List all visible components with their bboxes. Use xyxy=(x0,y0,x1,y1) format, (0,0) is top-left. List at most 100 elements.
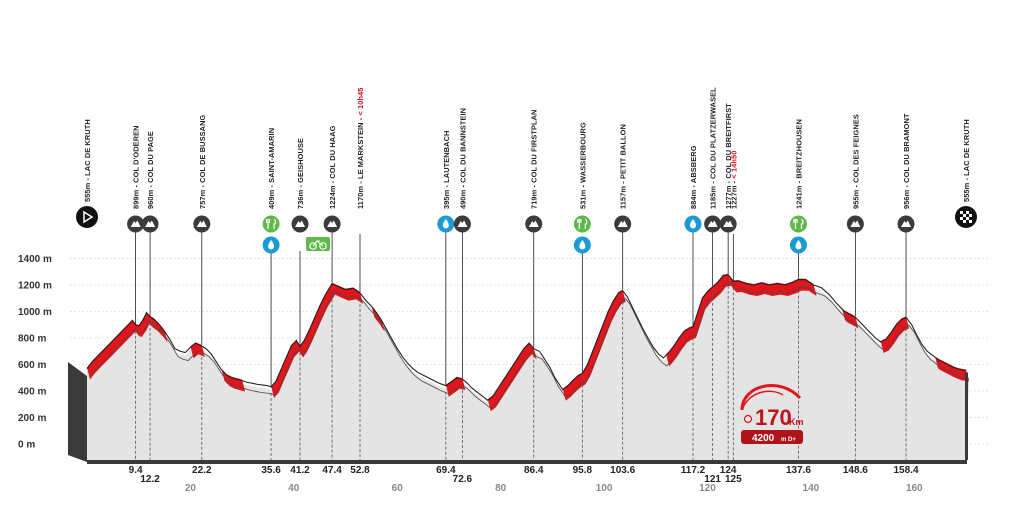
waypoint-label: 719m - COL DU FIRSTPLAN xyxy=(530,110,539,210)
waypoint-name: 409m - SAINT-AMARIN xyxy=(267,128,276,209)
mountain-icon xyxy=(850,220,861,227)
bike-marker xyxy=(306,237,331,251)
waypoint-name: 555m - LAC DE KRUTH xyxy=(83,119,92,202)
axis-labels: 0 m 200 m 400 m 600 m 800 m 1000 m 1200 m 1400 … xyxy=(18,254,923,494)
badge-distance-unit: Km xyxy=(789,417,804,427)
checkered-flag-icon xyxy=(966,211,969,214)
waypoint-name: 899m - COL D'ODEREN xyxy=(132,125,141,209)
y-tick-label: 1200 m xyxy=(18,281,52,292)
waypoint-label: 757m - COL DE BUSSANG xyxy=(198,114,207,209)
cutlery-icon xyxy=(265,218,277,229)
waypoint-name: 955m - COL DES FEIGNES xyxy=(851,114,860,209)
mountain-icon xyxy=(130,220,141,227)
summit-marker xyxy=(127,215,145,233)
waypoint-label: 884m - ABSBERG xyxy=(689,145,698,209)
badge-gain-bg xyxy=(741,430,803,444)
y-tick-label: 0 m xyxy=(18,440,35,451)
mountain-arc-icon xyxy=(741,390,784,411)
waypoint-name: 1241m - BREITZHOUSEN xyxy=(794,119,803,209)
waypoint-leader-lines xyxy=(135,232,907,460)
mountain-icon xyxy=(327,220,338,227)
waypoint-label: 955m - COL DES FEIGNES xyxy=(851,114,860,209)
aid-station-water xyxy=(789,236,807,254)
waypoint-label: 555m - LAC DE KRUTH xyxy=(962,119,971,202)
x-tick-label: 60 xyxy=(392,483,404,494)
y-tick-label: 400 m xyxy=(18,387,46,398)
aid-station-food xyxy=(262,215,280,233)
y-tick-label: 1000 m xyxy=(18,307,52,318)
summit-marker xyxy=(614,215,632,233)
terrain-area xyxy=(87,277,966,460)
axis-base-left xyxy=(68,362,87,462)
summit-marker xyxy=(141,215,159,233)
km-label: 52.8 xyxy=(350,465,370,476)
aid-station-food xyxy=(573,215,591,233)
checkered-flag-icon xyxy=(963,220,966,223)
waypoint-label: 1224m - COL DU HAAG xyxy=(328,125,337,209)
mountain-icon xyxy=(723,220,734,227)
waypoint-label: 531m - WASSERBOURG xyxy=(578,122,587,209)
water-drop-icon xyxy=(795,240,802,250)
summit-marker xyxy=(193,215,211,233)
waypoint-label: 1157m - PETIT BALLON xyxy=(619,124,628,209)
mountain-icon xyxy=(901,220,912,227)
checkered-flag-icon xyxy=(960,217,963,220)
waypoint-name: 1224m - COL DU HAAG xyxy=(328,125,337,209)
water-marker xyxy=(684,215,702,233)
summit-marker xyxy=(453,215,471,233)
km-label: 41.2 xyxy=(290,465,310,476)
summit-marker xyxy=(846,215,864,233)
waypoint-name: 1157m - PETIT BALLON xyxy=(619,124,628,209)
cutoff-time: < 14h50 xyxy=(729,151,738,179)
waypoint-name: 1227m - xyxy=(729,179,738,209)
waypoint-layer: 555m - LAC DE KRUTH 899m - COL D'ODEREN 96… xyxy=(76,87,977,254)
bike-marker-bg xyxy=(306,237,331,251)
summit-marker xyxy=(291,215,309,233)
waypoint-name: 555m - LAC DE KRUTH xyxy=(962,119,971,202)
climb-band xyxy=(880,316,910,353)
waypoint-name: 956m - COL DU BRAMONT xyxy=(902,113,911,209)
waypoint-label: 409m - SAINT-AMARIN xyxy=(267,128,276,209)
mountain-icon xyxy=(617,220,628,227)
waypoint-name: 1277m - COL DU BREITFIRST xyxy=(724,103,733,209)
badge-gain-unit: m D+ xyxy=(781,437,796,443)
waypoint-name: 736m - GEISHOUSE xyxy=(296,138,305,209)
km-label: 124 xyxy=(720,465,737,476)
mountain-icon xyxy=(528,220,539,227)
water-drop-icon xyxy=(579,240,586,250)
mountain-icon xyxy=(196,220,207,227)
km-label: 125 xyxy=(725,474,742,485)
finish-marker xyxy=(955,206,977,228)
checkered-flag-icon xyxy=(966,217,969,220)
waypoint-label: 1241m - BREITZHOUSEN xyxy=(794,119,803,209)
climb-band xyxy=(87,311,154,380)
mountain-arc-icon xyxy=(740,384,802,411)
km-label: 69.4 xyxy=(436,465,456,476)
y-tick-label: 800 m xyxy=(18,334,46,345)
checkered-flag-icon xyxy=(963,214,966,217)
waypoint-name: 395m - LAUTENBACH xyxy=(442,130,451,209)
food-marker-bg xyxy=(262,215,280,233)
km-label: 158.4 xyxy=(894,465,919,476)
summit-marker xyxy=(323,215,341,233)
food-marker-bg xyxy=(789,215,807,233)
waypoint-label: 1277m - COL DU BREITFIRST xyxy=(724,103,733,209)
y-tick-label: 600 m xyxy=(18,360,46,371)
summit-marker xyxy=(719,215,737,233)
waypoint-label: 736m - GEISHOUSE xyxy=(296,138,305,209)
waypoint-name: 1185m - COL DU PLATZERWASEL xyxy=(709,87,718,209)
water-drop-icon xyxy=(268,240,275,250)
climb-band xyxy=(666,273,732,367)
bike-wheel-icon xyxy=(319,242,327,250)
profile-line xyxy=(86,274,967,401)
checkered-flag-icon xyxy=(969,220,972,223)
mountain-icon xyxy=(707,220,718,227)
waypoint-label: 1170m - LE MARKSTEIN - < 10h45 xyxy=(356,87,365,209)
checkered-flag-icon xyxy=(960,211,963,214)
x-tick-label: 160 xyxy=(906,483,923,494)
km-label: 137.6 xyxy=(786,465,811,476)
km-label: 47.4 xyxy=(322,465,342,476)
